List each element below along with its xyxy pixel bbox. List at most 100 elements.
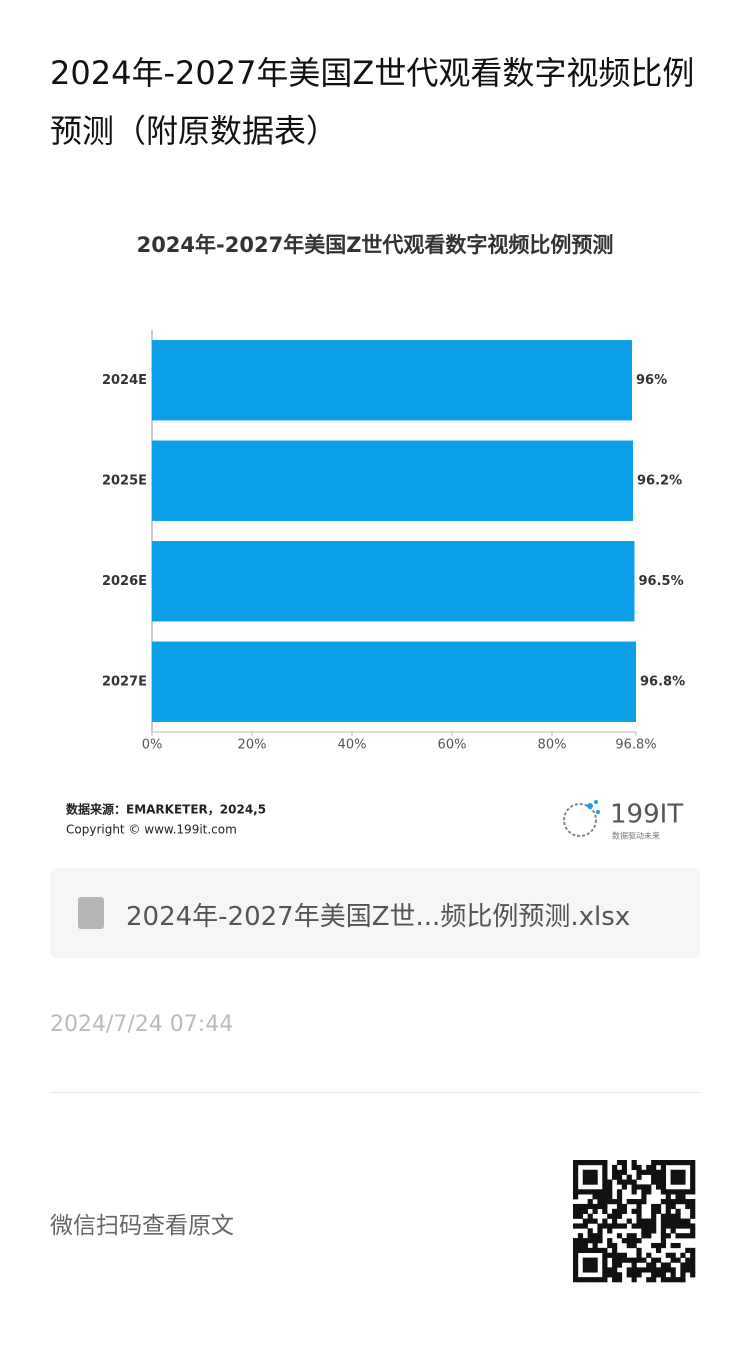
qr-cell [660,1228,667,1234]
qr-cell [573,1238,579,1244]
qr-cell [621,1184,627,1190]
qr-cell [616,1277,623,1283]
qr-cell [573,1160,579,1166]
qr-cell [651,1203,657,1210]
qr-cell [670,1272,676,1278]
qr-cell [573,1194,579,1200]
qr-cell [597,1233,603,1239]
qr-cell [612,1218,618,1224]
qr-cell [631,1160,637,1166]
qr-cell [592,1179,598,1185]
attachment[interactable]: 2024年-2027年美国Z世...频比例预测.xlsx [50,868,700,958]
qr-cell [577,1213,584,1219]
qr-cell [587,1169,593,1175]
qr-cell [670,1203,676,1210]
divider [50,1092,700,1093]
qr-cell [636,1169,642,1175]
qr-cell [592,1233,598,1239]
qr-cell [607,1267,613,1273]
qr-cell [612,1247,618,1254]
qr-cell [680,1169,686,1175]
qr-cell [665,1213,671,1219]
qr-cell [616,1169,623,1175]
qr-cell [612,1213,618,1219]
qr-cell [655,1208,662,1214]
qr-cell [651,1164,657,1171]
qr-cell [665,1277,671,1283]
qr-cell [651,1218,657,1224]
qr-cell [685,1203,691,1210]
source: 数据来源：EMARKETER，2024,5 [66,802,266,817]
qr-cell [646,1223,652,1229]
qr-cell [655,1267,662,1273]
qr-cell [587,1233,593,1239]
attachment-name[interactable]: 2024年-2027年美国Z世...频比例预测.xlsx [126,902,631,932]
qr-cell [660,1238,667,1244]
qr-cell [587,1218,593,1224]
logo-mark [563,800,600,837]
qr-cell [602,1218,608,1224]
qr-cell [636,1208,642,1214]
qr-cell [660,1169,667,1175]
qr-cell [621,1169,627,1175]
qr-cell [602,1247,608,1254]
qr-cell [582,1238,588,1244]
qr-cell [616,1213,623,1219]
qr-cell [660,1233,667,1239]
qr-cell [690,1252,696,1258]
qr-cell [665,1252,671,1258]
qr-cell [602,1169,608,1175]
logo-slogan: 数据驱动未来 [612,831,660,841]
qr-cell [631,1184,637,1190]
qr-cell [675,1179,681,1185]
qr-cell [592,1189,598,1195]
x-tick-label: 0% [142,738,163,753]
qr-cell [675,1169,681,1175]
qr-cell [607,1179,613,1185]
qr-cell [665,1194,671,1200]
qr-cell [651,1242,657,1249]
x-tick-label: 80% [538,738,567,753]
qr-cell [587,1277,593,1283]
qr-cell [626,1238,632,1244]
qr-cell [582,1262,588,1268]
bar [152,541,635,622]
qr-cell [587,1203,593,1210]
qr-cell [685,1189,691,1195]
qr-cell [631,1262,637,1268]
qr-cell [577,1277,584,1283]
qr-cell [577,1160,584,1166]
bar [152,440,633,521]
qr-cell [626,1267,632,1273]
qr-cell [670,1252,676,1258]
qr-cell [641,1169,647,1175]
qr-cell [660,1277,667,1283]
qr-cell [655,1257,662,1263]
qr-cell [612,1164,618,1171]
qr-cell [636,1223,642,1229]
qr-cell [612,1262,618,1268]
qr-cell [616,1252,623,1258]
qr-cell [690,1203,696,1210]
qr-cell [690,1247,696,1254]
qr-cell [660,1213,667,1219]
qr-cell [582,1267,588,1273]
qr-cell [582,1179,588,1185]
qr-cell [587,1179,593,1185]
qr-cell [675,1199,681,1205]
qr-cell [631,1233,637,1239]
qr-cell [685,1199,691,1205]
qr-cell [577,1247,584,1254]
qr-cell [587,1247,593,1254]
qr-cell [573,1213,579,1219]
qr-cell [631,1189,637,1195]
qr-cell [690,1179,696,1185]
qr-cell [675,1213,681,1219]
copyright: Copyright © www.199it.com [66,823,237,837]
qr-cell [675,1233,681,1239]
qr-cell [621,1238,627,1244]
qr-cell [646,1189,652,1195]
page-title: 2024年-2027年美国Z世代观看数字视频比例预测（附原数据表） [50,54,695,150]
qr-cell [602,1160,608,1166]
qr-cell [660,1199,667,1205]
